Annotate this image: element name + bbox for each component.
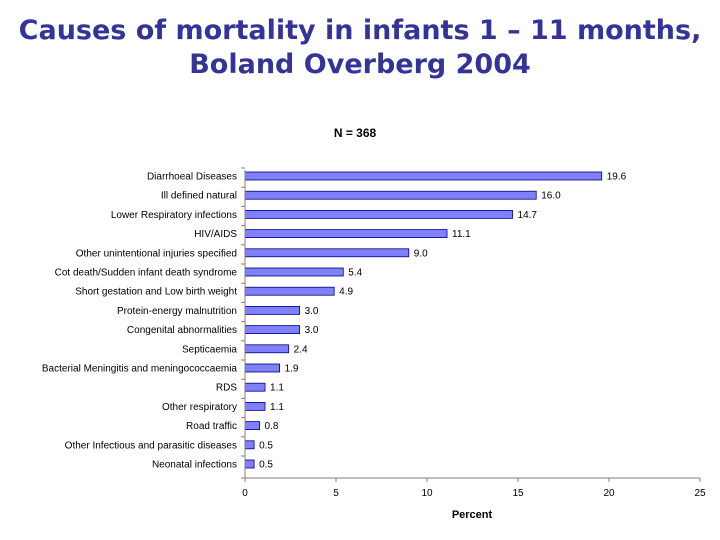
slide-title-line-1: Causes of mortality in infants 1 – 11 mo… bbox=[18, 15, 702, 46]
category-label: Road traffic bbox=[186, 421, 237, 432]
category-label: Ill defined natural bbox=[161, 191, 237, 202]
slide-title: Causes of mortality in infants 1 – 11 mo… bbox=[0, 14, 720, 82]
x-tick-label: 0 bbox=[242, 488, 248, 499]
category-label: Lower Respiratory infections bbox=[111, 210, 237, 221]
category-label: Cot death/Sudden infant death syndrome bbox=[55, 268, 238, 279]
bar bbox=[244, 229, 448, 239]
category-label: Neonatal infections bbox=[152, 460, 237, 471]
bar bbox=[244, 209, 513, 219]
category-label: RDS bbox=[216, 383, 237, 394]
bar bbox=[244, 267, 344, 277]
category-label: HIV/AIDS bbox=[194, 229, 237, 240]
bar-value-label: 14.7 bbox=[518, 210, 538, 221]
x-axis-title: Percent bbox=[452, 509, 493, 521]
bar bbox=[244, 440, 255, 450]
bar-value-label: 3.0 bbox=[305, 325, 319, 336]
category-label: Other Infectious and parasitic diseases bbox=[65, 440, 237, 451]
bar-value-label: 1.9 bbox=[285, 364, 299, 375]
bar-value-label: 19.6 bbox=[607, 172, 627, 183]
x-tick-label: 5 bbox=[333, 488, 339, 499]
category-label: Short gestation and Low birth weight bbox=[75, 287, 237, 298]
bar-value-label: 1.1 bbox=[270, 402, 284, 413]
category-label: Protein-energy malnutrition bbox=[117, 306, 237, 317]
bar bbox=[244, 190, 537, 200]
category-label: Septicaemia bbox=[182, 344, 237, 355]
bar-value-label: 2.4 bbox=[294, 344, 308, 355]
bar bbox=[244, 305, 300, 315]
bar bbox=[244, 421, 260, 431]
category-label: Bacterial Meningitis and meningococcaemi… bbox=[42, 364, 238, 375]
bar-value-label: 5.4 bbox=[348, 268, 362, 279]
x-tick-label: 15 bbox=[512, 488, 524, 499]
bar bbox=[244, 344, 290, 354]
bar bbox=[244, 286, 335, 296]
bar bbox=[244, 325, 300, 335]
bar-value-label: 0.8 bbox=[265, 421, 279, 432]
slide-title-line-2: Boland Overberg 2004 bbox=[189, 49, 531, 80]
bar-value-label: 0.5 bbox=[259, 460, 273, 471]
bar bbox=[244, 363, 280, 373]
bar-value-label: 4.9 bbox=[339, 287, 353, 298]
bar-value-label: 1.1 bbox=[270, 383, 284, 394]
x-tick-label: 10 bbox=[421, 488, 433, 499]
bar-value-label: 9.0 bbox=[414, 248, 428, 259]
chart-subtitle: N = 368 bbox=[334, 126, 377, 140]
bar bbox=[244, 382, 266, 392]
bar bbox=[244, 248, 410, 258]
axes: 0 5 10 15 20 25 Diarrhoeal Diseases Ill defined… bbox=[42, 167, 706, 499]
bar bbox=[244, 459, 255, 469]
bar bbox=[244, 171, 603, 181]
bar-value-label: 3.0 bbox=[305, 306, 319, 317]
category-label: Diarrhoeal Diseases bbox=[147, 172, 237, 183]
x-tick-label: 25 bbox=[694, 488, 706, 499]
x-tick-label: 20 bbox=[603, 488, 615, 499]
bar-value-label: 11.1 bbox=[452, 229, 471, 240]
category-label: Congenital abnormalities bbox=[127, 325, 237, 336]
category-label: Other respiratory bbox=[162, 402, 237, 413]
bar bbox=[244, 401, 266, 411]
bar-value-label: 0.5 bbox=[259, 440, 273, 451]
bar-series: 19.616.014.711.19.05.44.93.03.02.41.91.1… bbox=[244, 171, 627, 471]
category-label: Other unintentional injuries specified bbox=[76, 248, 237, 259]
bar-value-label: 16.0 bbox=[541, 191, 561, 202]
